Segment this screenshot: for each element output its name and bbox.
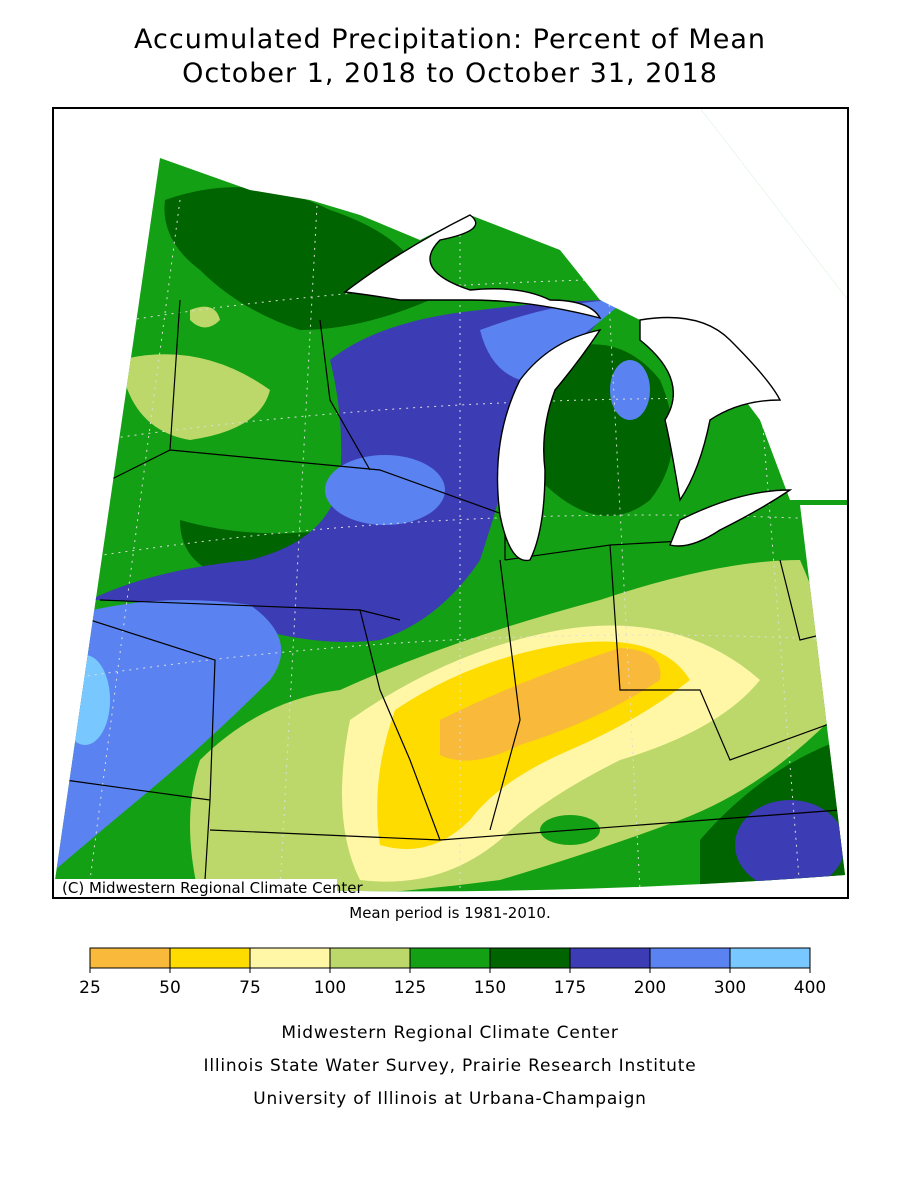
legend-swatch — [569, 947, 651, 969]
state-border — [64, 299, 841, 881]
legend-tick-label: 200 — [634, 978, 666, 998]
outside-region — [55, 108, 848, 500]
map-shade — [55, 600, 282, 870]
title-line: Accumulated Precipitation: Percent of Me… — [134, 24, 766, 55]
legend-swatch — [169, 947, 251, 969]
legend: 25 50 75 100 125 150 175 200 300 400 — [79, 947, 826, 998]
legend-tick-label: 75 — [239, 978, 261, 998]
legend-swatch — [89, 947, 171, 969]
legend-swatch — [649, 947, 731, 969]
legend-tick-label: 150 — [474, 978, 506, 998]
lake-erie — [669, 489, 793, 547]
map-shade — [325, 455, 445, 525]
lake-superior — [343, 214, 602, 320]
legend-tick-label: 300 — [714, 978, 746, 998]
map-shade — [190, 306, 220, 328]
map-shade — [60, 655, 110, 745]
credit: Midwestern Regional Climate Center — [281, 1023, 618, 1043]
map-shade — [735, 800, 845, 890]
map-shade — [610, 360, 650, 420]
legend-swatch — [409, 947, 491, 969]
title-line: October 1, 2018 to October 31, 2018 — [182, 58, 718, 89]
note: Mean period is 1981-2010. — [349, 904, 550, 922]
lake-huron — [639, 316, 782, 502]
legend-tick-label: 175 — [554, 978, 586, 998]
legend-tick-label: 400 — [794, 978, 826, 998]
legend-tick-label: 50 — [159, 978, 181, 998]
legend-swatch — [249, 947, 331, 969]
lake-michigan — [496, 328, 602, 562]
legend-tick-label: 100 — [314, 978, 346, 998]
graticule — [59, 129, 841, 891]
map-shade — [120, 354, 270, 440]
legend-tick-label: 125 — [394, 978, 426, 998]
legend-swatch — [729, 947, 811, 969]
credit: Illinois State Water Survey, Prairie Res… — [204, 1056, 697, 1076]
copyright-box — [55, 879, 337, 897]
map-frame — [52, 107, 849, 899]
copyright: (C) Midwestern Regional Climate Center — [62, 879, 363, 897]
map — [55, 108, 848, 892]
legend-tick-label: 25 — [79, 978, 101, 998]
legend-swatch — [489, 947, 571, 969]
map-shade — [480, 300, 625, 380]
legend-swatch — [329, 947, 411, 969]
credit: University of Illinois at Urbana-Champai… — [253, 1089, 646, 1109]
map-shade — [440, 648, 661, 761]
